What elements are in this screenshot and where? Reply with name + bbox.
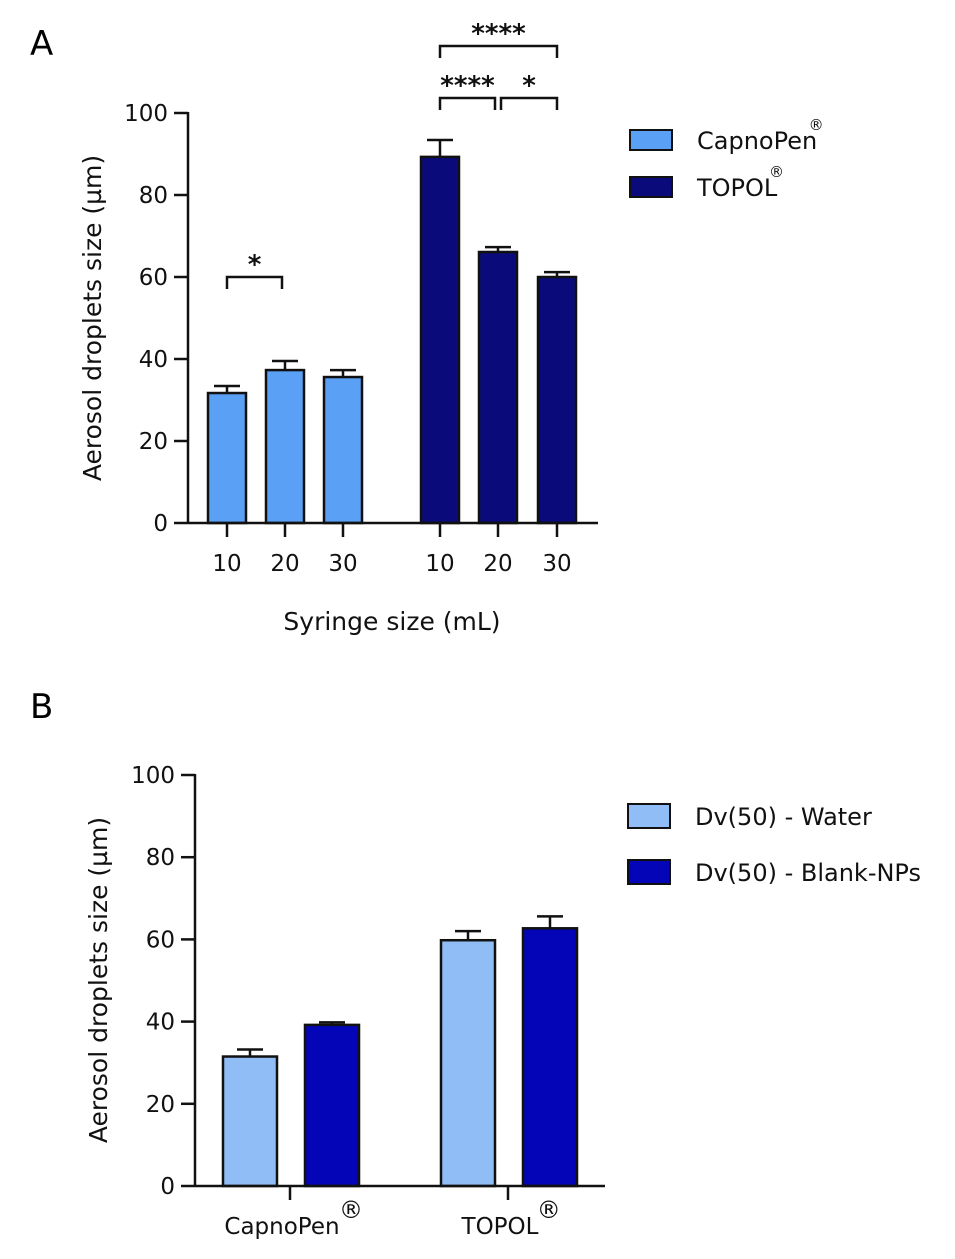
registered-mark: ® [809,116,824,134]
panel-label-a: A [30,24,53,64]
panel-b-bars [221,915,579,1188]
bar [322,375,364,525]
registered-mark: ® [769,163,784,181]
x-tick-label: 10 [212,551,241,577]
bar [303,1023,361,1188]
legend-label: TOPOL [696,174,778,202]
bar [439,938,497,1188]
bar [419,155,461,525]
x-tick-label: TOPOL [461,1214,539,1240]
significance-label: * [522,71,536,101]
panel-b-legend: Dv(50) - Water Dv(50) - Blank-NPs [627,803,921,887]
panel-b-y-tick-label: 80 [146,845,175,871]
bar [221,1055,279,1188]
bar [264,368,306,525]
legend-label: Dv(50) - Water [695,803,872,831]
panel-a-y-tick-label: 100 [124,101,168,127]
panel-a-y-tick-label: 40 [139,347,168,373]
bar [536,275,578,525]
panel-a-bars [206,138,578,525]
registered-mark: ® [537,1196,561,1224]
panel-b-y-tick-label: 40 [146,1010,175,1036]
bar [206,391,248,525]
x-tick-label: 10 [425,551,454,577]
bar [521,927,579,1188]
panel-a-y-tick-label: 60 [139,265,168,291]
panel-b-y-tick-label: 100 [131,763,175,789]
significance-label: **** [471,19,526,49]
significance-bracket [438,96,497,110]
panel-b-y-tick-label: 20 [146,1092,175,1118]
panel-a-y-tick-label: 80 [139,183,168,209]
x-tick-label: 20 [270,551,299,577]
legend-swatch [629,176,673,198]
legend-label: CapnoPen [697,127,817,155]
panel-a-x-axis-title: Syringe size (mL) [283,607,500,636]
panel-a-y-tick-label: 0 [153,511,168,537]
x-tick-label: 20 [483,551,512,577]
panel-a-axes: 0 20 40 60 80 100 10 20 30 10 20 30 [124,101,598,577]
panel-b-y-tick-label: 60 [146,927,175,953]
x-tick-label: 30 [328,551,357,577]
significance-bracket [225,275,284,289]
panel-a-y-tick-label: 20 [139,429,168,455]
panel-b-y-tick-label: 0 [160,1174,175,1200]
significance-label: * [248,250,262,280]
legend-swatch [627,859,671,885]
legend-swatch [627,803,671,829]
legend-swatch [629,129,673,151]
bar [477,250,519,525]
x-tick-label: CapnoPen [224,1214,339,1240]
significance-bracket [499,96,559,110]
panel-a-y-axis-title: Aerosol droplets size (µm) [78,155,107,481]
panel-a: A 0 20 40 60 80 100 10 20 30 10 20 30 Aerosol dropl… [30,19,824,636]
panel-b-y-axis-title: Aerosol droplets size (µm) [84,817,113,1143]
panel-a-significance: ***** ***** [225,19,559,289]
x-tick-label: 30 [542,551,571,577]
registered-mark: ® [339,1196,363,1224]
panel-a-legend: CapnoPen®TOPOL® [629,116,824,202]
panel-label-b: B [30,687,53,727]
significance-label: **** [440,71,495,101]
significance-bracket [438,44,559,58]
legend-label: Dv(50) - Blank-NPs [695,859,921,887]
